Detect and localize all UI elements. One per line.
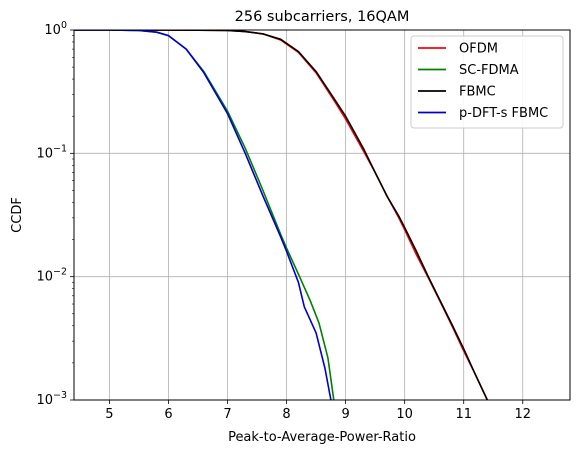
y-axis-label: CCDF [10,197,25,233]
legend-box [410,35,564,129]
x-axis-label: Peak-to-Average-Power-Ratio [228,430,416,445]
x-tick-label: 7 [223,407,231,422]
x-tick-label: 5 [105,407,113,422]
y-tick-label: 10−3 [36,390,67,408]
legend-label: FBMC [459,85,496,100]
y-tick-label: 100 [44,20,67,38]
y-tick-label: 10−2 [36,267,67,285]
y-tick-label: 10−1 [36,143,67,161]
ticks: 5 6 7 8 9 10 11 12 10−3 10−2 10−1 100 [36,20,531,422]
x-tick-label: 12 [514,407,531,422]
x-tick-label: 11 [455,407,472,422]
legend-label: p-DFT-s FBMC [459,106,548,121]
legend-label: SC-FDMA [459,63,519,78]
x-tick-label: 9 [341,407,349,422]
x-tick-label: 8 [282,407,290,422]
x-tick-label: 10 [396,407,413,422]
plot-frame [73,29,571,401]
legend: OFDM SC-FDMA FBMC p-DFT-s FBMC [410,35,564,129]
series-line-sc-fdma [74,30,335,400]
legend-label: OFDM [459,42,498,57]
series-line-p-dft-s-fbmc [74,30,332,400]
x-tick-label: 6 [164,407,172,422]
chart-title: 256 subcarriers, 16QAM [235,9,410,25]
